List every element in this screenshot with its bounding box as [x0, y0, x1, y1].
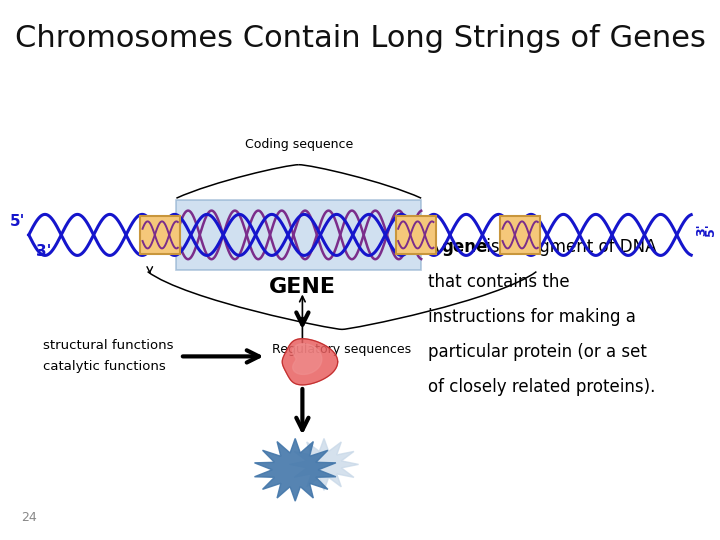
- Text: Regulatory sequences: Regulatory sequences: [272, 343, 412, 356]
- FancyBboxPatch shape: [500, 216, 540, 254]
- Text: 24: 24: [22, 511, 37, 524]
- FancyBboxPatch shape: [176, 200, 421, 270]
- Text: 5': 5': [10, 214, 25, 229]
- Text: 3': 3': [36, 244, 51, 259]
- Text: structural functions
catalytic functions: structural functions catalytic functions: [43, 340, 174, 373]
- Polygon shape: [254, 438, 336, 501]
- Text: 5': 5': [704, 223, 717, 236]
- FancyBboxPatch shape: [396, 216, 436, 254]
- Text: is a segment of DNA: is a segment of DNA: [481, 238, 657, 255]
- Text: gene: gene: [441, 238, 487, 255]
- Text: A: A: [428, 238, 445, 255]
- Text: instructions for making a: instructions for making a: [428, 308, 636, 326]
- Text: 3': 3': [695, 223, 708, 236]
- Text: particular protein (or a set: particular protein (or a set: [428, 343, 647, 361]
- FancyBboxPatch shape: [140, 216, 180, 254]
- Text: of closely related proteins).: of closely related proteins).: [428, 378, 656, 396]
- Text: Coding sequence: Coding sequence: [245, 138, 353, 151]
- Text: Chromosomes Contain Long Strings of Genes: Chromosomes Contain Long Strings of Gene…: [14, 24, 706, 53]
- Polygon shape: [293, 344, 322, 374]
- Polygon shape: [282, 339, 338, 385]
- Polygon shape: [289, 438, 359, 490]
- Text: that contains the: that contains the: [428, 273, 570, 291]
- Text: GENE: GENE: [269, 277, 336, 297]
